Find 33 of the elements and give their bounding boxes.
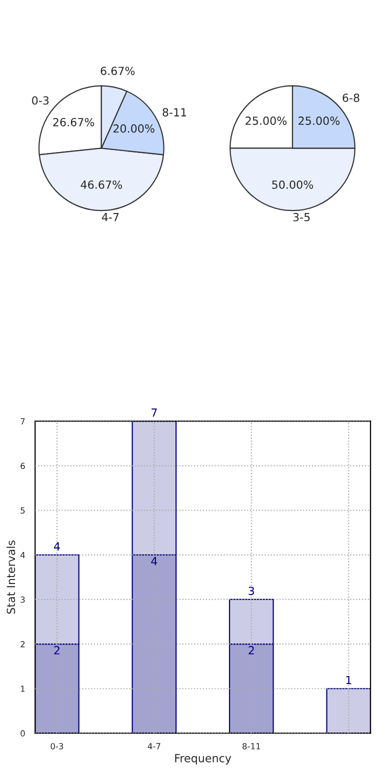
x-axis-title: Frequency [175, 754, 232, 765]
data-label: 26.67% [53, 118, 94, 126]
y-tick-label: 7 [20, 418, 25, 424]
slice-label: 4-7 [102, 213, 119, 222]
data-label: 2 [54, 646, 60, 654]
x-tick-label: 8-11 [242, 743, 260, 750]
slice-label: 6-8 [342, 94, 360, 102]
data-label: 4 [151, 557, 158, 566]
y-tick-label: 4 [20, 552, 25, 558]
data-label: 20.00% [113, 124, 154, 133]
x-tick-label: 0-3 [50, 743, 64, 750]
slice-label: 0-3 [32, 96, 49, 105]
total-label: 1 [346, 676, 352, 684]
total-label: 4 [54, 542, 60, 550]
y-tick-label: 6 [20, 462, 25, 470]
y-tick-label: 2 [20, 641, 25, 648]
y-tick-label: 5 [20, 507, 25, 514]
bar [326, 688, 370, 734]
data-label: 46.67% [80, 180, 122, 189]
y-tick-label: 0 [20, 730, 25, 736]
x-tick-label: 4-7 [148, 743, 160, 750]
y-tick-label: 3 [20, 596, 25, 603]
slice-label: 3-5 [293, 212, 310, 222]
total-label: 7 [152, 408, 157, 417]
data-label: 25.00% [298, 116, 340, 125]
y-axis-title: Stat Intervals [6, 540, 16, 614]
total-label: 3 [248, 586, 254, 596]
y-tick-label: 1 [20, 686, 25, 692]
data-label: 2 [248, 646, 254, 654]
data-label: 25.00% [246, 116, 287, 125]
data-label: 50.00% [272, 180, 314, 189]
slice-label: 8-11 [162, 108, 186, 116]
data-label: 6.67% [100, 66, 135, 76]
